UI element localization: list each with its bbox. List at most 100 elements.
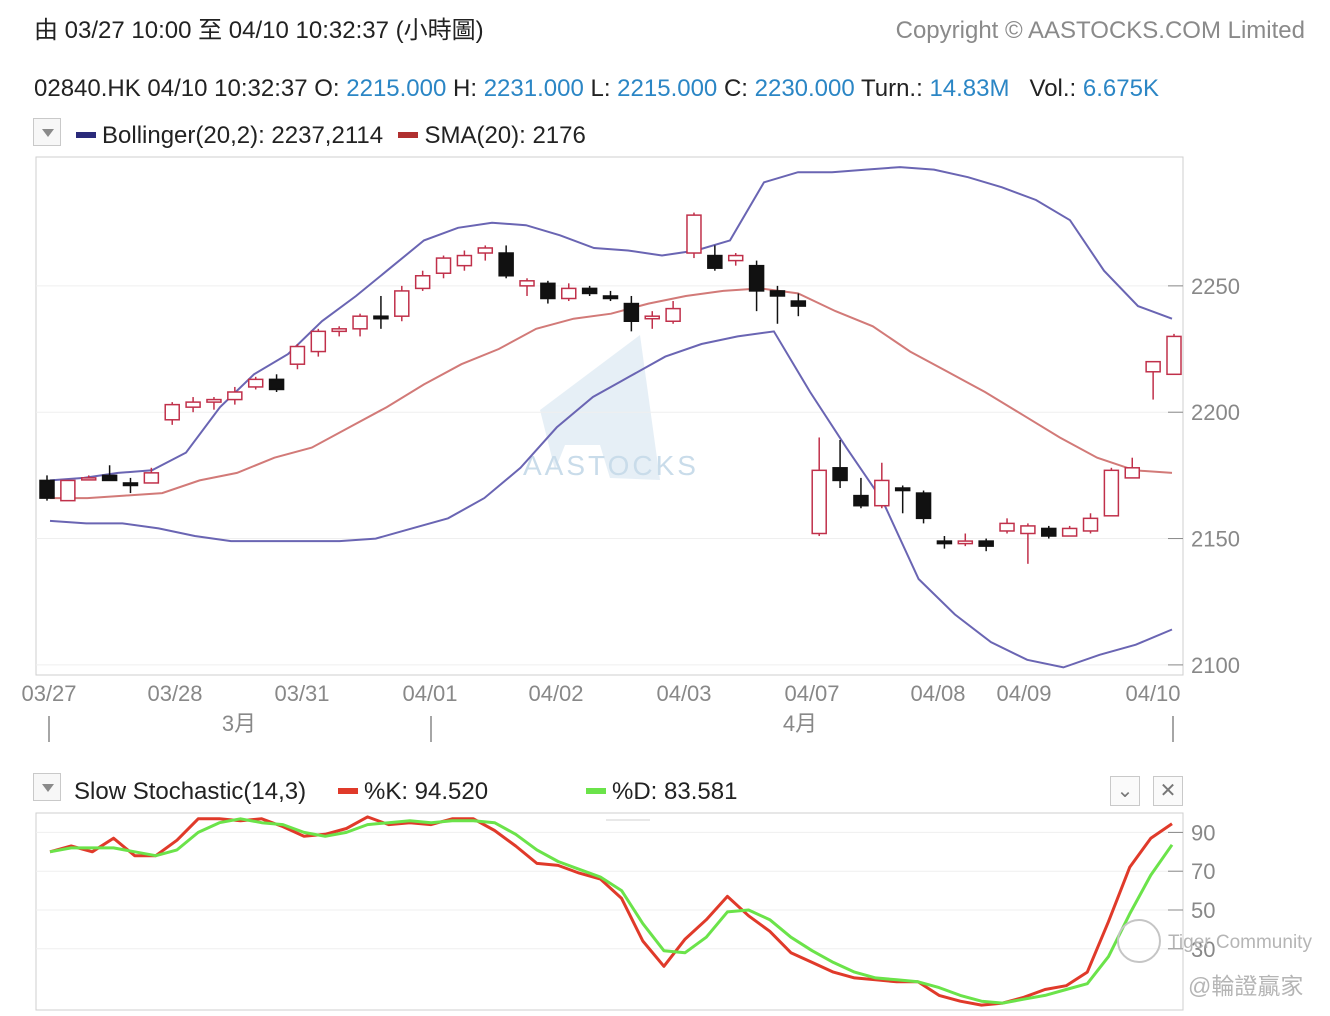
candle [748, 260, 765, 312]
candle [289, 343, 306, 370]
candle [164, 402, 180, 425]
candle [498, 245, 514, 279]
price-grid [36, 285, 1183, 666]
candle-body [435, 257, 452, 274]
sma-line [50, 287, 1173, 500]
stoch-d-legend: %D: 83.581 [584, 780, 737, 804]
candle [936, 536, 953, 549]
candle-body [936, 540, 953, 545]
candle [310, 328, 327, 357]
candle-body [1166, 335, 1182, 376]
price-indicator-dropdown[interactable] [33, 118, 61, 146]
low-label: L: [590, 75, 611, 102]
candle-body [352, 315, 368, 330]
candle [1061, 525, 1078, 537]
candle [1020, 523, 1036, 564]
price-legend: Bollinger(20,2): 2237,2114 SMA(20): 2176 [74, 124, 586, 148]
candle [999, 518, 1015, 534]
candle [727, 253, 744, 266]
candle [769, 285, 786, 324]
collapse-panel-button[interactable]: ⌄ [1110, 776, 1140, 806]
open-label: O: [314, 75, 340, 102]
candle [1041, 525, 1057, 539]
stoch-plot-frame [35, 812, 1184, 1011]
candle [101, 465, 118, 482]
candle [686, 212, 702, 259]
candle-body [1145, 360, 1161, 373]
candle [665, 301, 681, 324]
candle-body [769, 290, 786, 297]
candle-body [164, 403, 180, 421]
price-x-tick-label: 04/09 [996, 681, 1051, 706]
candle-body [978, 540, 994, 547]
volume-value: 6.675K [1082, 75, 1159, 102]
price-x-tick-label: 03/31 [274, 681, 329, 706]
month-label: 3月 [222, 711, 256, 736]
candle-body [227, 391, 243, 401]
candle [414, 270, 431, 291]
candle-body [206, 398, 222, 403]
candle [707, 245, 723, 271]
aastocks-logo-shape [540, 335, 660, 480]
candle [352, 313, 368, 337]
stoch-lines [49, 815, 1174, 1007]
candle-body [686, 214, 702, 254]
candle [790, 293, 807, 317]
stoch-y-axis: 90 70 50 30 [1168, 820, 1215, 962]
high-value: 2231.000 [483, 75, 584, 102]
candle [143, 467, 160, 484]
candle-body [394, 290, 410, 317]
stoch-y-tick-label: 70 [1191, 859, 1215, 884]
candle-body [853, 494, 869, 507]
candle [373, 295, 389, 329]
candle [894, 485, 911, 514]
price-x-tick-label: 04/03 [656, 681, 711, 706]
candle-body [310, 330, 327, 353]
candle-body [268, 378, 285, 391]
candle-body [915, 492, 932, 520]
candle [122, 477, 139, 494]
candle [623, 295, 640, 332]
candle [957, 533, 974, 547]
candle-body [727, 254, 744, 262]
stochastic-chart: 90 70 50 30 [35, 812, 1215, 1011]
stoch-y-tick-label: 30 [1191, 937, 1215, 962]
candle [602, 290, 619, 302]
candle-body [894, 487, 911, 492]
bollinger-swatch [76, 132, 96, 139]
candle [832, 440, 848, 489]
close-label: C: [723, 75, 748, 102]
candle [477, 245, 494, 261]
stoch-legend-title: Slow Stochastic(14,3) [74, 778, 307, 805]
close-panel-button[interactable]: ✕ [1153, 776, 1183, 806]
bollinger-lower-line [49, 330, 1173, 669]
price-y-tick-label: 2150 [1191, 527, 1240, 552]
candle [39, 475, 55, 501]
candle-body [832, 467, 848, 482]
aastocks-watermark-text: AASTOCKS [523, 450, 699, 481]
sma-swatch [398, 132, 419, 139]
open-value: 2215.000 [346, 75, 447, 102]
bollinger-legend: Bollinger(20,2): 2237,2114 [102, 122, 384, 149]
candle [1124, 457, 1141, 479]
candle [853, 477, 869, 509]
stoch-y-tick-label: 90 [1191, 820, 1215, 845]
candle-body [185, 401, 201, 408]
candle-body [39, 479, 55, 499]
candle-body [665, 307, 681, 322]
stoch-grid [36, 831, 1183, 950]
stoch-indicator-dropdown[interactable] [33, 773, 61, 801]
tiger-watermark-text: Tiger Community [1168, 932, 1312, 953]
stoch-d-text: %D: 83.581 [612, 778, 738, 805]
candle-body [80, 477, 97, 481]
candle-body [331, 328, 347, 333]
month-label: 4月 [783, 711, 817, 736]
candle-body [561, 287, 577, 300]
tiger-watermark: Tiger Community @輪證贏家 [1117, 919, 1312, 999]
price-x-tick-label: 04/07 [784, 681, 839, 706]
candle-body [498, 252, 514, 277]
volume-label: Vol.: [1029, 75, 1077, 102]
aastocks-watermark: AASTOCKS [523, 335, 699, 481]
candle [561, 283, 577, 302]
candle [519, 278, 535, 296]
